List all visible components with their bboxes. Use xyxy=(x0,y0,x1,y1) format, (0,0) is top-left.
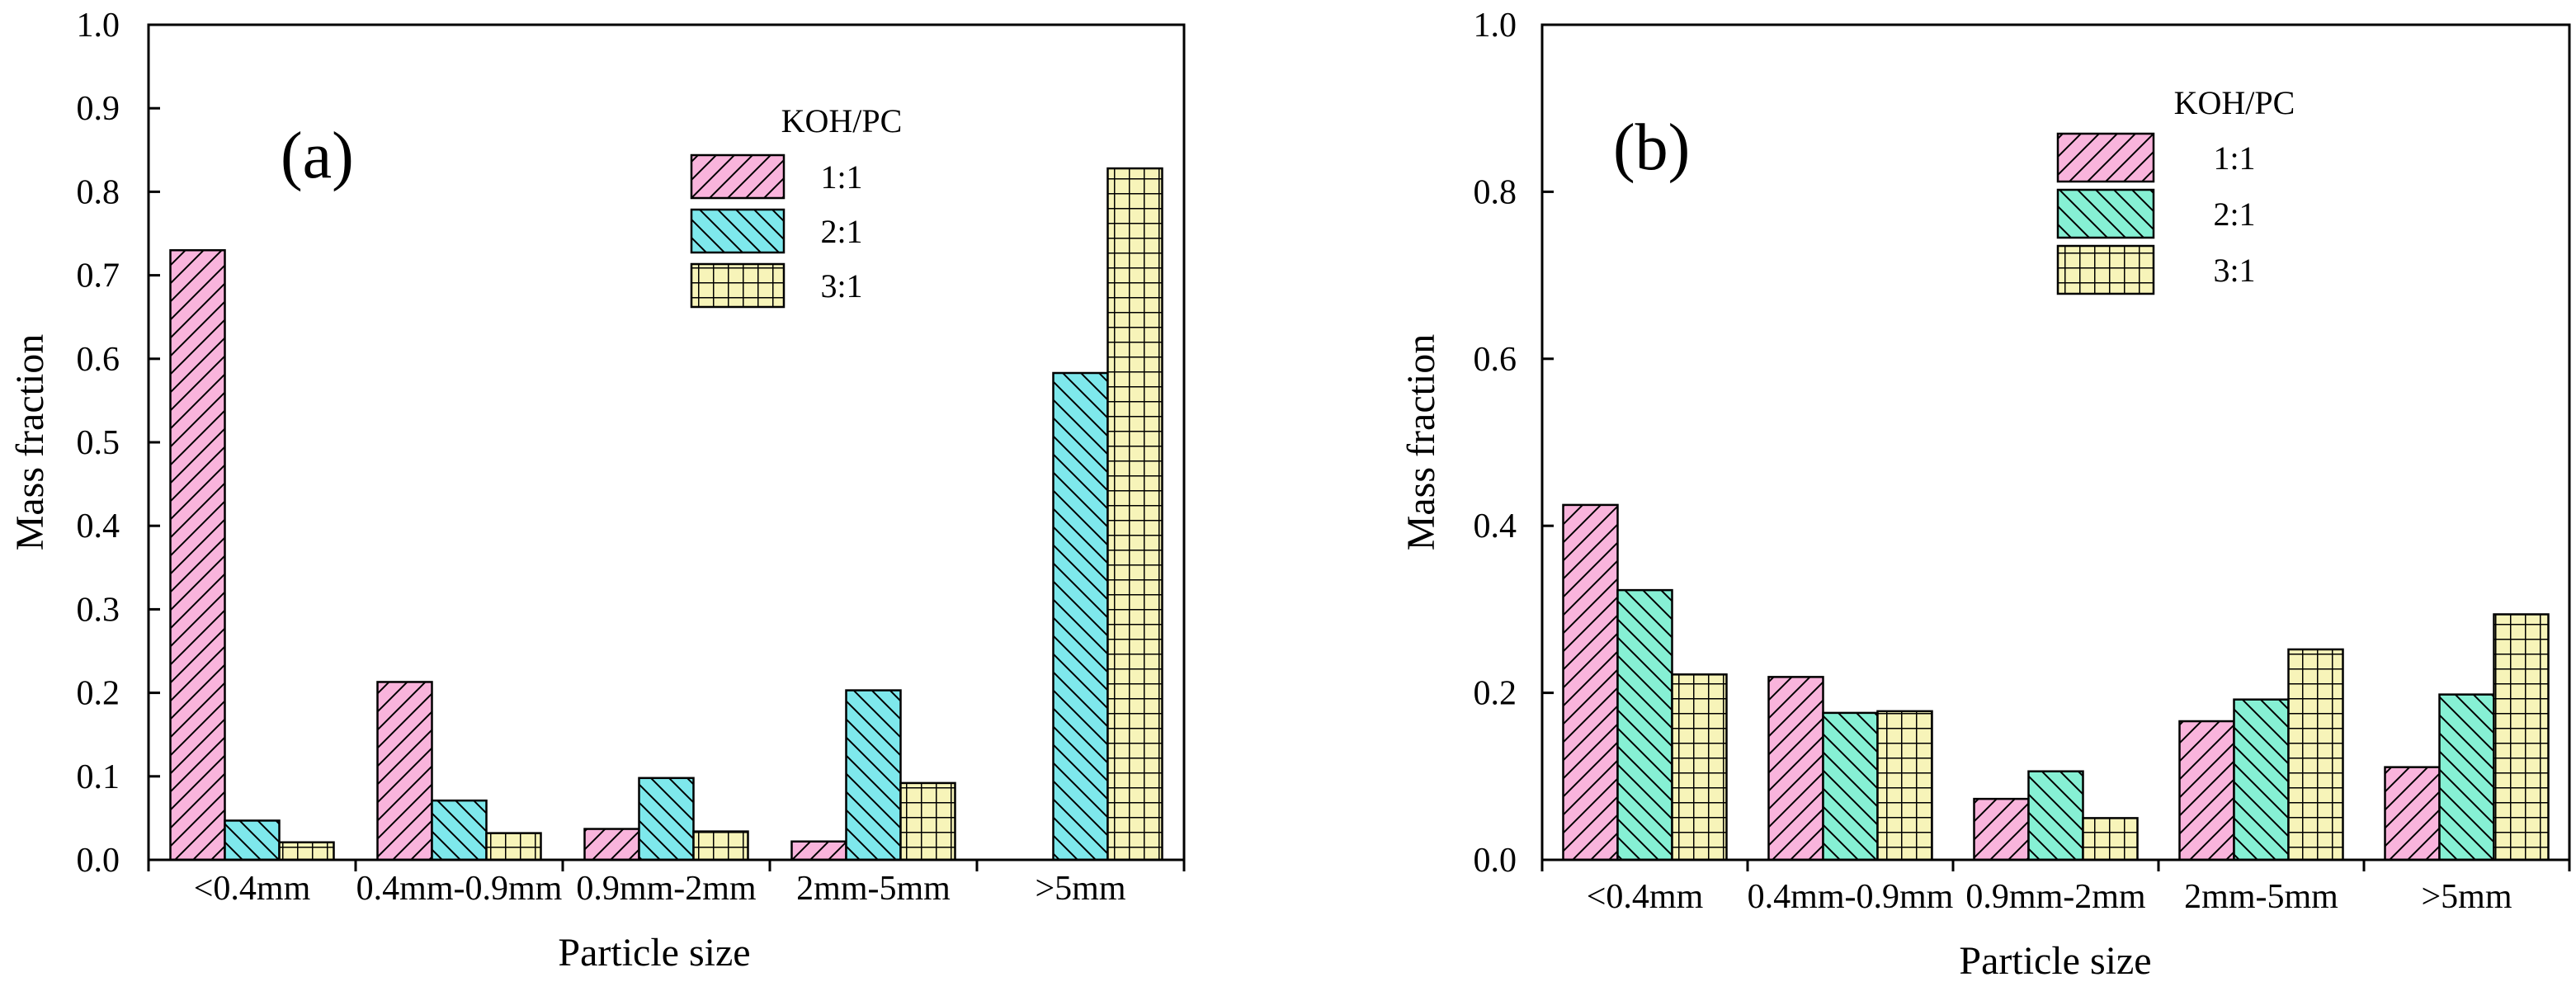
legend-label: 2:1 xyxy=(820,213,862,250)
x-tick-label: <0.4mm xyxy=(1587,878,1704,916)
legend: KOH/PC 1:1 2:1 3:1 xyxy=(2056,84,2295,295)
bar-1-1-1 xyxy=(376,681,433,861)
bar-3-1-4 xyxy=(2493,613,2550,861)
y-tick-label: 0.2 xyxy=(1474,675,1517,713)
x-axis-tick-labels: <0.4mm 0.4mm-0.9mm 0.9mm-2mm 2mm-5mm >5mm xyxy=(1540,860,2571,916)
x-tick-label: 0.4mm-0.9mm xyxy=(1748,878,1954,916)
bar-1-1-2 xyxy=(583,828,640,861)
legend-swatch xyxy=(690,153,786,200)
y-tick-label: 0.8 xyxy=(77,173,120,211)
bar-2-1-0 xyxy=(1616,588,1673,861)
y-tick-label: 0.4 xyxy=(1474,507,1517,545)
y-tick-label: 0.7 xyxy=(77,257,120,295)
plot-frame xyxy=(1540,23,2571,861)
legend-label: 3:1 xyxy=(2213,252,2255,289)
bar-2-1-3 xyxy=(2233,698,2290,861)
x-axis-label: Particle size xyxy=(1959,939,2151,983)
legend-label: 1:1 xyxy=(820,158,862,196)
legend-title: KOH/PC xyxy=(2174,84,2295,121)
x-tick-label: 2mm-5mm xyxy=(2184,878,2338,916)
bar-1-1-4 xyxy=(2384,766,2441,861)
x-tick-label: >5mm xyxy=(1035,870,1125,908)
bar-3-1-1 xyxy=(1876,710,1933,861)
y-tick-label: 0.8 xyxy=(1474,173,1517,211)
bar-2-1-2 xyxy=(638,777,695,861)
y-tick-label: 1.0 xyxy=(77,7,120,45)
bar-2-1-4 xyxy=(2438,693,2495,861)
legend-title: KOH/PC xyxy=(781,102,903,139)
bar-3-1-3 xyxy=(899,781,956,861)
bar-3-1-3 xyxy=(2287,648,2344,861)
y-tick-label: 0.6 xyxy=(77,341,120,379)
panel-label: (a) xyxy=(281,120,354,192)
bar-3-1-2 xyxy=(2082,817,2139,861)
y-tick-label: 0.5 xyxy=(77,424,120,462)
x-tick-label: <0.4mm xyxy=(194,870,311,908)
bar-3-1-4 xyxy=(1106,167,1163,861)
bar-1-1-0 xyxy=(169,248,226,861)
y-tick-label: 0.3 xyxy=(77,591,120,629)
y-axis-label: Mass fraction xyxy=(8,334,52,551)
y-tick-label: 0.1 xyxy=(77,758,120,796)
y-tick-label: 0.4 xyxy=(77,507,120,545)
x-axis-label: Particle size xyxy=(558,931,750,975)
x-tick-label: 2mm-5mm xyxy=(796,870,951,908)
bar-3-1-2 xyxy=(692,830,749,861)
x-tick-label: 0.9mm-2mm xyxy=(576,870,756,908)
bar-3-1-0 xyxy=(1671,673,1728,861)
legend-swatch xyxy=(2056,132,2155,183)
y-axis-ticks: 0.0 0.1 0.2 0.3 0.4 0.5 0.6 0.7 0.8 0.9 1.0 xyxy=(77,7,160,880)
legend-swatch xyxy=(2056,188,2155,239)
bar-1-1-2 xyxy=(1973,797,2030,861)
legend-label: 2:1 xyxy=(2213,196,2255,233)
legend-swatch xyxy=(2056,244,2155,295)
bar-3-1-0 xyxy=(278,841,335,861)
legend: KOH/PC 1:1 2:1 3:1 xyxy=(690,102,903,309)
chart-panel-b: 0.0 0.2 0.4 0.6 0.8 1.0 <0.4mm 0.4mm-0.9mm 0.9m… xyxy=(1399,7,2571,983)
legend-label: 1:1 xyxy=(2213,139,2255,177)
bar-2-1-2 xyxy=(2027,770,2084,861)
y-axis-label: Mass fraction xyxy=(1399,334,1443,551)
bar-3-1-1 xyxy=(485,832,542,861)
legend-items: 1:1 2:1 3:1 xyxy=(690,153,863,309)
y-tick-label: 0.0 xyxy=(77,842,120,880)
y-tick-label: 1.0 xyxy=(1474,7,1517,45)
bar-2-1-1 xyxy=(431,799,488,861)
bar-1-1-3 xyxy=(790,840,847,861)
bar-1-1-1 xyxy=(1767,676,1824,861)
x-tick-label: >5mm xyxy=(2421,878,2512,916)
x-tick-label: 0.4mm-0.9mm xyxy=(356,870,563,908)
legend-items: 1:1 2:1 3:1 xyxy=(2056,132,2256,295)
panel-label: (b) xyxy=(1613,111,1690,184)
y-tick-label: 0.2 xyxy=(77,675,120,713)
bar-2-1-3 xyxy=(845,689,902,861)
y-tick-label: 0.0 xyxy=(1474,842,1517,880)
chart-panel-a: 0.0 0.1 0.2 0.3 0.4 0.5 0.6 0.7 0.8 0.9 1.0 <0.4mm… xyxy=(8,7,1186,975)
y-axis-ticks: 0.0 0.2 0.4 0.6 0.8 1.0 xyxy=(1474,7,1554,880)
bar-group xyxy=(1562,503,2550,861)
legend-swatch xyxy=(690,208,786,254)
bar-2-1-1 xyxy=(1822,711,1879,861)
y-tick-label: 0.6 xyxy=(1474,341,1517,379)
bar-1-1-3 xyxy=(2178,720,2235,861)
legend-swatch xyxy=(690,262,786,309)
bar-2-1-0 xyxy=(224,819,281,861)
y-tick-label: 0.9 xyxy=(77,90,120,128)
bar-group xyxy=(169,167,1163,861)
x-tick-label: 0.9mm-2mm xyxy=(1965,878,2145,916)
x-axis-tick-labels: <0.4mm 0.4mm-0.9mm 0.9mm-2mm 2mm-5mm >5mm xyxy=(147,860,1186,908)
bar-2-1-4 xyxy=(1052,371,1109,861)
legend-label: 3:1 xyxy=(820,267,862,304)
bar-1-1-0 xyxy=(1562,503,1619,861)
